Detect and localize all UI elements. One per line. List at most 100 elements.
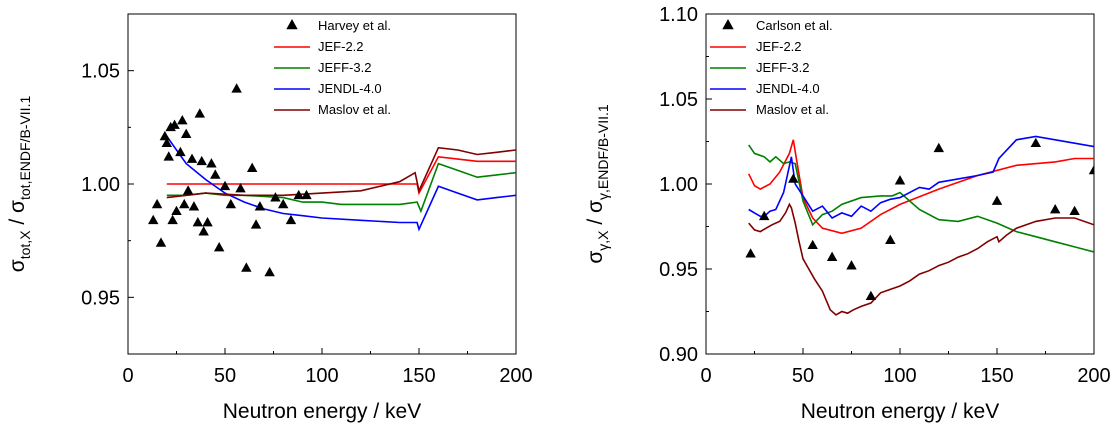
y-axis-label: σtot,X / σtot,ENDF/B-VII.1 <box>6 96 33 273</box>
y-label-sigma: σ <box>6 259 29 272</box>
legend-label: Harvey et al. <box>318 18 391 33</box>
data-point <box>241 262 252 272</box>
data-point <box>264 266 275 277</box>
x-tick-label: 200 <box>499 365 532 387</box>
data-point <box>933 142 945 153</box>
y-tick-label: 1.10 <box>659 4 698 26</box>
x-tick-label: 0 <box>700 365 711 387</box>
data-point <box>293 189 304 200</box>
legend-label: JENDL-4.0 <box>318 81 382 96</box>
data-point <box>147 214 159 225</box>
data-point <box>161 137 173 148</box>
data-point <box>788 173 799 183</box>
data-point <box>182 185 194 195</box>
data-point <box>270 192 281 202</box>
series-line-jendl-4-0 <box>748 135 1094 220</box>
data-point <box>254 201 266 211</box>
plot-area <box>147 83 516 277</box>
data-point <box>192 217 204 227</box>
y-tick-label: 0.95 <box>81 287 120 309</box>
legend-label: JEF-2.2 <box>318 39 364 54</box>
series-line-jef-2-2 <box>747 139 1094 235</box>
data-point <box>846 260 857 270</box>
data-point <box>894 175 906 185</box>
data-point <box>745 248 756 258</box>
total-xs-ratio-chart: 0 50 100 150 200 0.95 1.00 1.05 Neutron energy /… <box>6 13 533 423</box>
series-line-jeff-3-2 <box>166 162 516 214</box>
x-axis-label: Neutron energy / keV <box>223 400 421 423</box>
data-point <box>210 169 221 179</box>
legend-marker-triangle <box>722 19 734 30</box>
x-tick-label: 50 <box>792 365 814 387</box>
x-tick-label: 50 <box>214 365 236 387</box>
data-point <box>1030 137 1042 148</box>
series-line-jeff-3-2 <box>748 144 1094 253</box>
y-label-num-sub: tot,X <box>17 230 33 259</box>
x-tick-label: 200 <box>1077 365 1110 387</box>
data-point <box>231 83 242 93</box>
data-point <box>163 151 174 161</box>
data-point <box>194 108 206 118</box>
y-tick-label: 0.95 <box>659 259 698 281</box>
x-tick-label: 150 <box>402 365 435 387</box>
legend-label: Carlson et al. <box>756 18 833 33</box>
y-label-sep: / σ <box>6 200 29 231</box>
legend-label: JEFF-3.2 <box>756 60 809 75</box>
data-point <box>1088 164 1094 175</box>
x-tick-label: 100 <box>883 365 916 387</box>
x-tick-label: 150 <box>980 365 1013 387</box>
legend-label: JENDL-4.0 <box>756 81 820 96</box>
data-point <box>167 214 178 225</box>
plot-area <box>745 135 1094 316</box>
data-point <box>155 237 167 247</box>
data-point <box>991 195 1003 205</box>
y-tick-label: 1.00 <box>81 174 120 196</box>
data-point <box>159 130 171 141</box>
y-label-num-sub: γ,X <box>595 230 611 251</box>
legend-label: Maslov et al. <box>756 102 829 117</box>
data-point <box>180 128 192 138</box>
data-point <box>826 251 838 261</box>
data-point <box>198 226 209 236</box>
x-axis-label: Neutron energy / keV <box>801 400 999 423</box>
y-label-den-sub: γ,ENDF/B-VII.1 <box>595 104 611 200</box>
data-point <box>151 198 163 209</box>
y-tick-label: 1.00 <box>659 174 698 196</box>
data-point <box>171 205 182 216</box>
data-point <box>277 198 289 209</box>
data-point <box>1049 204 1061 214</box>
data-point <box>188 201 200 211</box>
y-axis-label: σγ,X / σγ,ENDF/B-VII.1 <box>584 104 611 264</box>
legend-label: JEFF-3.2 <box>318 60 371 75</box>
x-tick-label: 100 <box>305 365 338 387</box>
data-point <box>301 189 312 200</box>
data-point <box>758 210 770 221</box>
data-point <box>213 241 225 252</box>
y-tick-label: 1.05 <box>81 61 120 83</box>
data-point <box>250 219 262 229</box>
data-point <box>1069 205 1080 216</box>
data-point <box>169 119 180 129</box>
data-point <box>235 183 246 193</box>
data-point <box>807 239 818 250</box>
legend-label: JEF-2.2 <box>756 39 802 54</box>
series-line-jendl-4-0 <box>166 135 516 232</box>
y-label-sep: / σ <box>584 200 607 231</box>
data-point <box>885 234 896 244</box>
series-line-maslov-et-al- <box>748 202 1094 316</box>
data-point <box>246 162 258 172</box>
data-point <box>219 180 231 191</box>
data-point <box>196 155 207 166</box>
data-point <box>186 153 198 163</box>
legend-marker-triangle <box>286 19 298 30</box>
x-tick-label: 0 <box>122 365 133 387</box>
legend-label: Maslov et al. <box>318 102 391 117</box>
y-label-den-sub: tot,ENDF/B-VII.1 <box>17 96 33 200</box>
capture-xs-ratio-chart: 0 50 100 150 200 0.90 0.95 1.00 1.05 1.10 Neutron … <box>584 4 1111 423</box>
y-tick-label: 0.90 <box>659 344 698 366</box>
data-point <box>177 115 188 125</box>
data-point <box>865 290 877 301</box>
y-label-sigma: σ <box>584 251 607 264</box>
data-point <box>202 217 213 227</box>
